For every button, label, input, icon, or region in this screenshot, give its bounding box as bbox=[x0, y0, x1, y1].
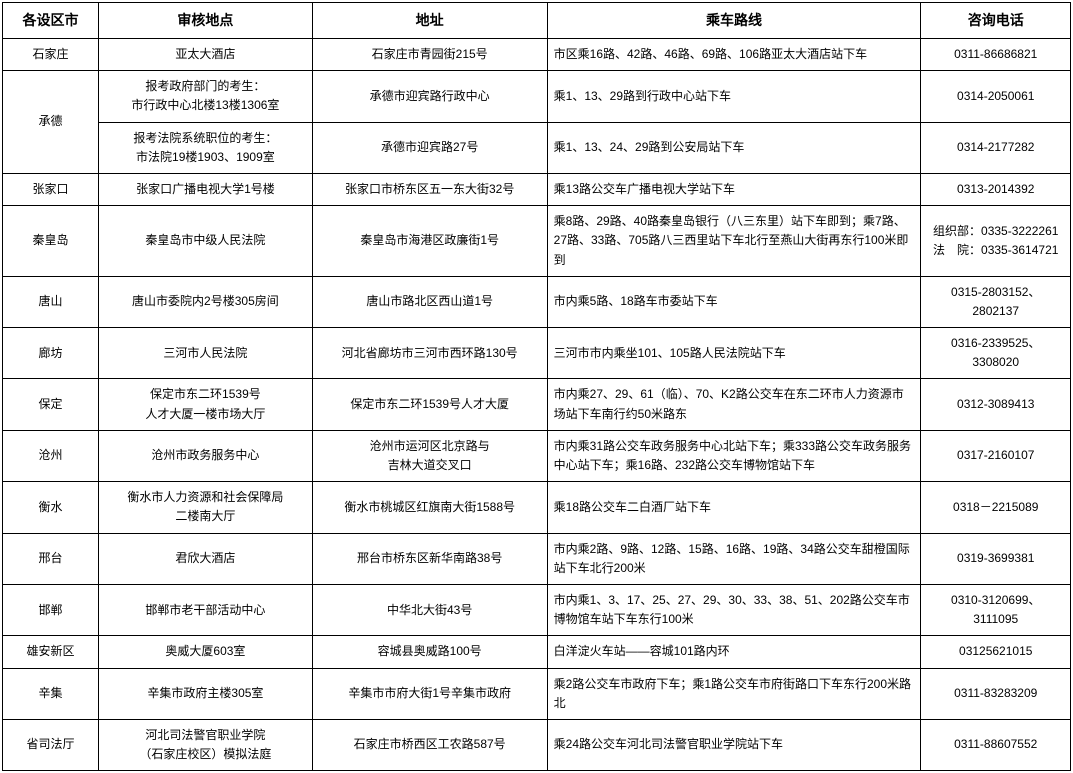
table-body: 石家庄亚太大酒店石家庄市青园街215号市区乘16路、42路、46路、69路、10… bbox=[3, 39, 1071, 771]
table-row: 廊坊三河市人民法院河北省廊坊市三河市西环路130号三河市市内乘坐101、105路… bbox=[3, 328, 1071, 379]
cell-city: 张家口 bbox=[3, 173, 99, 205]
cell-address: 河北省廊坊市三河市西环路130号 bbox=[312, 328, 547, 379]
cell-phone: 0319-3699381 bbox=[921, 533, 1071, 584]
cell-address: 石家庄市桥西区工农路587号 bbox=[312, 719, 547, 770]
cell-phone: 0310-3120699、3111095 bbox=[921, 584, 1071, 635]
table-row: 邯郸邯郸市老干部活动中心中华北大街43号市内乘1、3、17、25、27、29、3… bbox=[3, 584, 1071, 635]
cell-venue: 亚太大酒店 bbox=[99, 39, 313, 71]
cell-phone: 0311-86686821 bbox=[921, 39, 1071, 71]
cell-address: 邢台市桥东区新华南路38号 bbox=[312, 533, 547, 584]
header-route: 乘车路线 bbox=[547, 3, 921, 39]
table-row: 邢台君欣大酒店邢台市桥东区新华南路38号市内乘2路、9路、12路、15路、16路… bbox=[3, 533, 1071, 584]
table-row: 张家口张家口广播电视大学1号楼张家口市桥东区五一东大街32号乘13路公交车广播电… bbox=[3, 173, 1071, 205]
table-row: 沧州沧州市政务服务中心沧州市运河区北京路与吉林大道交叉口市内乘31路公交车政务服… bbox=[3, 430, 1071, 481]
cell-address: 承德市迎宾路27号 bbox=[312, 122, 547, 173]
cell-route: 市内乘2路、9路、12路、15路、16路、19路、34路公交车甜橙国际站下车北行… bbox=[547, 533, 921, 584]
header-phone: 咨询电话 bbox=[921, 3, 1071, 39]
cell-address: 保定市东二环1539号人才大厦 bbox=[312, 379, 547, 430]
cell-phone: 0311-88607552 bbox=[921, 719, 1071, 770]
cell-city: 保定 bbox=[3, 379, 99, 430]
cell-venue: 奥威大厦603室 bbox=[99, 636, 313, 668]
cell-address: 中华北大街43号 bbox=[312, 584, 547, 635]
header-venue: 审核地点 bbox=[99, 3, 313, 39]
table-row: 省司法厅河北司法警官职业学院（石家庄校区）模拟法庭石家庄市桥西区工农路587号乘… bbox=[3, 719, 1071, 770]
header-row: 各设区市 审核地点 地址 乘车路线 咨询电话 bbox=[3, 3, 1071, 39]
location-table: 各设区市 审核地点 地址 乘车路线 咨询电话 石家庄亚太大酒店石家庄市青园街21… bbox=[2, 2, 1071, 771]
cell-venue: 三河市人民法院 bbox=[99, 328, 313, 379]
cell-address: 张家口市桥东区五一东大街32号 bbox=[312, 173, 547, 205]
table-row: 唐山唐山市委院内2号楼305房间唐山市路北区西山道1号市内乘5路、18路车市委站… bbox=[3, 276, 1071, 327]
table-row: 衡水衡水市人力资源和社会保障局二楼南大厅衡水市桃城区红旗南大街1588号乘18路… bbox=[3, 482, 1071, 533]
cell-address: 石家庄市青园街215号 bbox=[312, 39, 547, 71]
cell-venue: 秦皇岛市中级人民法院 bbox=[99, 206, 313, 277]
cell-route: 乘1、13、29路到行政中心站下车 bbox=[547, 71, 921, 122]
cell-venue: 沧州市政务服务中心 bbox=[99, 430, 313, 481]
table-row: 石家庄亚太大酒店石家庄市青园街215号市区乘16路、42路、46路、69路、10… bbox=[3, 39, 1071, 71]
cell-address: 承德市迎宾路行政中心 bbox=[312, 71, 547, 122]
cell-city: 廊坊 bbox=[3, 328, 99, 379]
cell-phone: 03125621015 bbox=[921, 636, 1071, 668]
cell-venue: 君欣大酒店 bbox=[99, 533, 313, 584]
cell-city: 石家庄 bbox=[3, 39, 99, 71]
cell-route: 乘1、13、24、29路到公安局站下车 bbox=[547, 122, 921, 173]
table-row: 雄安新区奥威大厦603室容城县奥威路100号白洋淀火车站——容城101路内环03… bbox=[3, 636, 1071, 668]
cell-phone: 0316-2339525、3308020 bbox=[921, 328, 1071, 379]
cell-venue: 唐山市委院内2号楼305房间 bbox=[99, 276, 313, 327]
cell-route: 市内乘5路、18路车市委站下车 bbox=[547, 276, 921, 327]
cell-phone: 0315-2803152、2802137 bbox=[921, 276, 1071, 327]
cell-address: 沧州市运河区北京路与吉林大道交叉口 bbox=[312, 430, 547, 481]
table-row: 保定保定市东二环1539号人才大厦一楼市场大厅保定市东二环1539号人才大厦市内… bbox=[3, 379, 1071, 430]
cell-phone: 0314-2177282 bbox=[921, 122, 1071, 173]
cell-city: 邢台 bbox=[3, 533, 99, 584]
cell-route: 市区乘16路、42路、46路、69路、106路亚太大酒店站下车 bbox=[547, 39, 921, 71]
cell-city: 秦皇岛 bbox=[3, 206, 99, 277]
header-city: 各设区市 bbox=[3, 3, 99, 39]
cell-address: 容城县奥威路100号 bbox=[312, 636, 547, 668]
cell-route: 市内乘31路公交车政务服务中心北站下车；乘333路公交车政务服务中心站下车；乘1… bbox=[547, 430, 921, 481]
cell-route: 三河市市内乘坐101、105路人民法院站下车 bbox=[547, 328, 921, 379]
cell-city: 承德 bbox=[3, 71, 99, 174]
cell-phone: 组织部：0335-3222261法 院：0335-3614721 bbox=[921, 206, 1071, 277]
cell-city: 衡水 bbox=[3, 482, 99, 533]
cell-venue: 报考政府部门的考生：市行政中心北楼13楼1306室 bbox=[99, 71, 313, 122]
cell-city: 省司法厅 bbox=[3, 719, 99, 770]
table-row: 报考法院系统职位的考生：市法院19楼1903、1909室承德市迎宾路27号乘1、… bbox=[3, 122, 1071, 173]
cell-venue: 河北司法警官职业学院（石家庄校区）模拟法庭 bbox=[99, 719, 313, 770]
cell-route: 市内乘1、3、17、25、27、29、30、33、38、51、202路公交车市博… bbox=[547, 584, 921, 635]
cell-venue: 衡水市人力资源和社会保障局二楼南大厅 bbox=[99, 482, 313, 533]
cell-address: 秦皇岛市海港区政廉街1号 bbox=[312, 206, 547, 277]
cell-venue: 报考法院系统职位的考生：市法院19楼1903、1909室 bbox=[99, 122, 313, 173]
cell-address: 衡水市桃城区红旗南大街1588号 bbox=[312, 482, 547, 533]
cell-route: 市内乘27、29、61（临）、70、K2路公交车在东二环市人力资源市场站下车南行… bbox=[547, 379, 921, 430]
cell-city: 沧州 bbox=[3, 430, 99, 481]
cell-phone: 0317-2160107 bbox=[921, 430, 1071, 481]
cell-phone: 0312-3089413 bbox=[921, 379, 1071, 430]
cell-route: 白洋淀火车站——容城101路内环 bbox=[547, 636, 921, 668]
cell-venue: 张家口广播电视大学1号楼 bbox=[99, 173, 313, 205]
cell-route: 乘24路公交车河北司法警官职业学院站下车 bbox=[547, 719, 921, 770]
cell-city: 唐山 bbox=[3, 276, 99, 327]
cell-route: 乘13路公交车广播电视大学站下车 bbox=[547, 173, 921, 205]
cell-venue: 保定市东二环1539号人才大厦一楼市场大厅 bbox=[99, 379, 313, 430]
cell-address: 唐山市路北区西山道1号 bbox=[312, 276, 547, 327]
cell-route: 乘8路、29路、40路秦皇岛银行（八三东里）站下车即到；乘7路、27路、33路、… bbox=[547, 206, 921, 277]
cell-phone: 0313-2014392 bbox=[921, 173, 1071, 205]
header-address: 地址 bbox=[312, 3, 547, 39]
cell-phone: 0314-2050061 bbox=[921, 71, 1071, 122]
cell-city: 邯郸 bbox=[3, 584, 99, 635]
table-row: 秦皇岛秦皇岛市中级人民法院秦皇岛市海港区政廉街1号乘8路、29路、40路秦皇岛银… bbox=[3, 206, 1071, 277]
cell-phone: 0318－2215089 bbox=[921, 482, 1071, 533]
cell-venue: 邯郸市老干部活动中心 bbox=[99, 584, 313, 635]
table-row: 承德报考政府部门的考生：市行政中心北楼13楼1306室承德市迎宾路行政中心乘1、… bbox=[3, 71, 1071, 122]
cell-city: 雄安新区 bbox=[3, 636, 99, 668]
cell-route: 乘18路公交车二白酒厂站下车 bbox=[547, 482, 921, 533]
